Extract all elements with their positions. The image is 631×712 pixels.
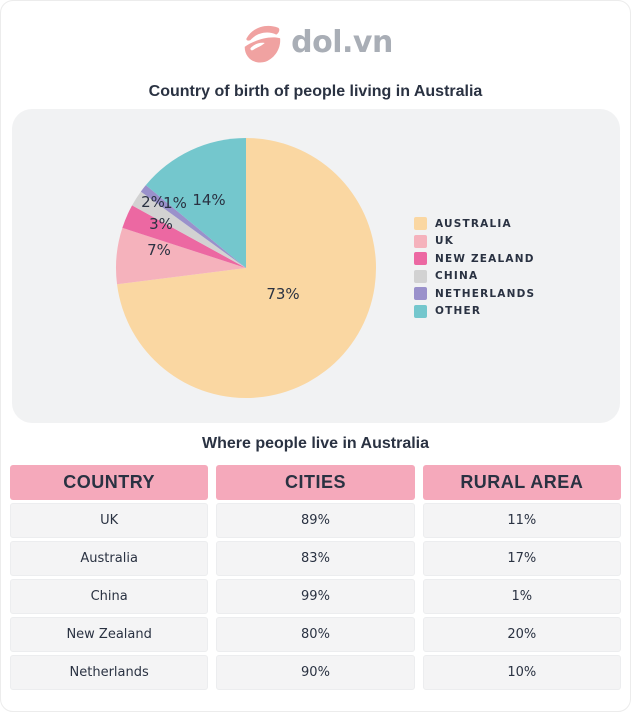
legend-label: NEW ZEALAND (435, 252, 535, 265)
country-table: COUNTRY CITIES RURAL AREA UK 89% 11% Australia… (10, 465, 621, 690)
legend-item-other: OTHER (414, 304, 535, 318)
legend-swatch (414, 217, 427, 230)
table-cell-cities: 80% (216, 617, 415, 652)
pie-slice-china (132, 191, 246, 268)
table-cell-cities: 83% (216, 541, 415, 576)
table-cell-rural: 20% (422, 617, 621, 652)
pie-value-label-other: 14% (192, 191, 225, 209)
pie-chart-title: Country of birth of people living in Aus… (148, 83, 483, 100)
table-cell-cities: 99% (216, 579, 415, 614)
pie-slice-australia (117, 138, 377, 399)
pie-slice-netherlands (140, 185, 246, 268)
pie-slice-uk (116, 227, 246, 285)
legend-swatch (414, 269, 427, 283)
legend-swatch (414, 287, 427, 300)
table-cell-rural: 11% (422, 503, 621, 538)
table-cell-cities: 89% (216, 503, 415, 538)
legend-item-australia: AUSTRALIA (414, 217, 535, 230)
pie-value-label-new-zealand: 3% (149, 215, 173, 233)
pie-legend: AUSTRALIA UK NEW ZEALAND CHINA NETHERLANDS OT… (414, 217, 535, 318)
table-header-cities: CITIES (216, 465, 415, 500)
legend-label: OTHER (435, 305, 482, 317)
pie-value-label-uk: 7% (147, 241, 171, 259)
table-cell-cities: 90% (216, 655, 415, 690)
legend-item-new-zealand: NEW ZEALAND (414, 252, 535, 265)
logo-glyph (244, 25, 281, 63)
pie-slice-new-zealand (122, 205, 246, 268)
table-header-rural-area: RURAL AREA (422, 465, 621, 500)
table-cell-rural: 1% (422, 579, 621, 614)
legend-label: UK (435, 235, 455, 247)
table-cell-country: Netherlands (10, 655, 209, 690)
legend-item-china: CHINA (414, 269, 535, 283)
table-cell-country: Australia (10, 541, 209, 576)
legend-swatch (414, 304, 427, 318)
table-header-country: COUNTRY (10, 465, 209, 500)
pie-chart: 73% 7% 3% 2%1% 14% (116, 138, 377, 399)
table-title: Where people live in Australia (201, 435, 430, 452)
dol-logo[interactable]: dol.vn (1, 21, 630, 65)
pie-value-label-australia: 73% (266, 285, 299, 303)
pie-chart-card: 73% 7% 3% 2% 1% 14% AUSTRALIA UK NEW ZEALAND CHI… (12, 109, 620, 423)
pie-value-label-netherlands: 1% (163, 194, 187, 212)
table-cell-rural: 10% (422, 655, 621, 690)
legend-label: NETHERLANDS (435, 287, 536, 300)
pie-slice-other (145, 138, 246, 268)
legend-swatch (414, 252, 427, 265)
legend-item-netherlands: NETHERLANDS (414, 287, 535, 300)
legend-item-uk: UK (414, 234, 535, 248)
table-cell-country: China (10, 579, 209, 614)
logo-wordmark: dol.vn (291, 25, 393, 60)
legend-swatch (414, 234, 427, 248)
table-cell-country: New Zealand (10, 617, 209, 652)
legend-label: CHINA (435, 270, 479, 282)
table-cell-country: UK (10, 503, 209, 538)
dol-logo-icon (238, 21, 282, 65)
table-cell-rural: 17% (422, 541, 621, 576)
pie-value-label-china: 2% (141, 193, 165, 211)
legend-label: AUSTRALIA (435, 217, 512, 230)
